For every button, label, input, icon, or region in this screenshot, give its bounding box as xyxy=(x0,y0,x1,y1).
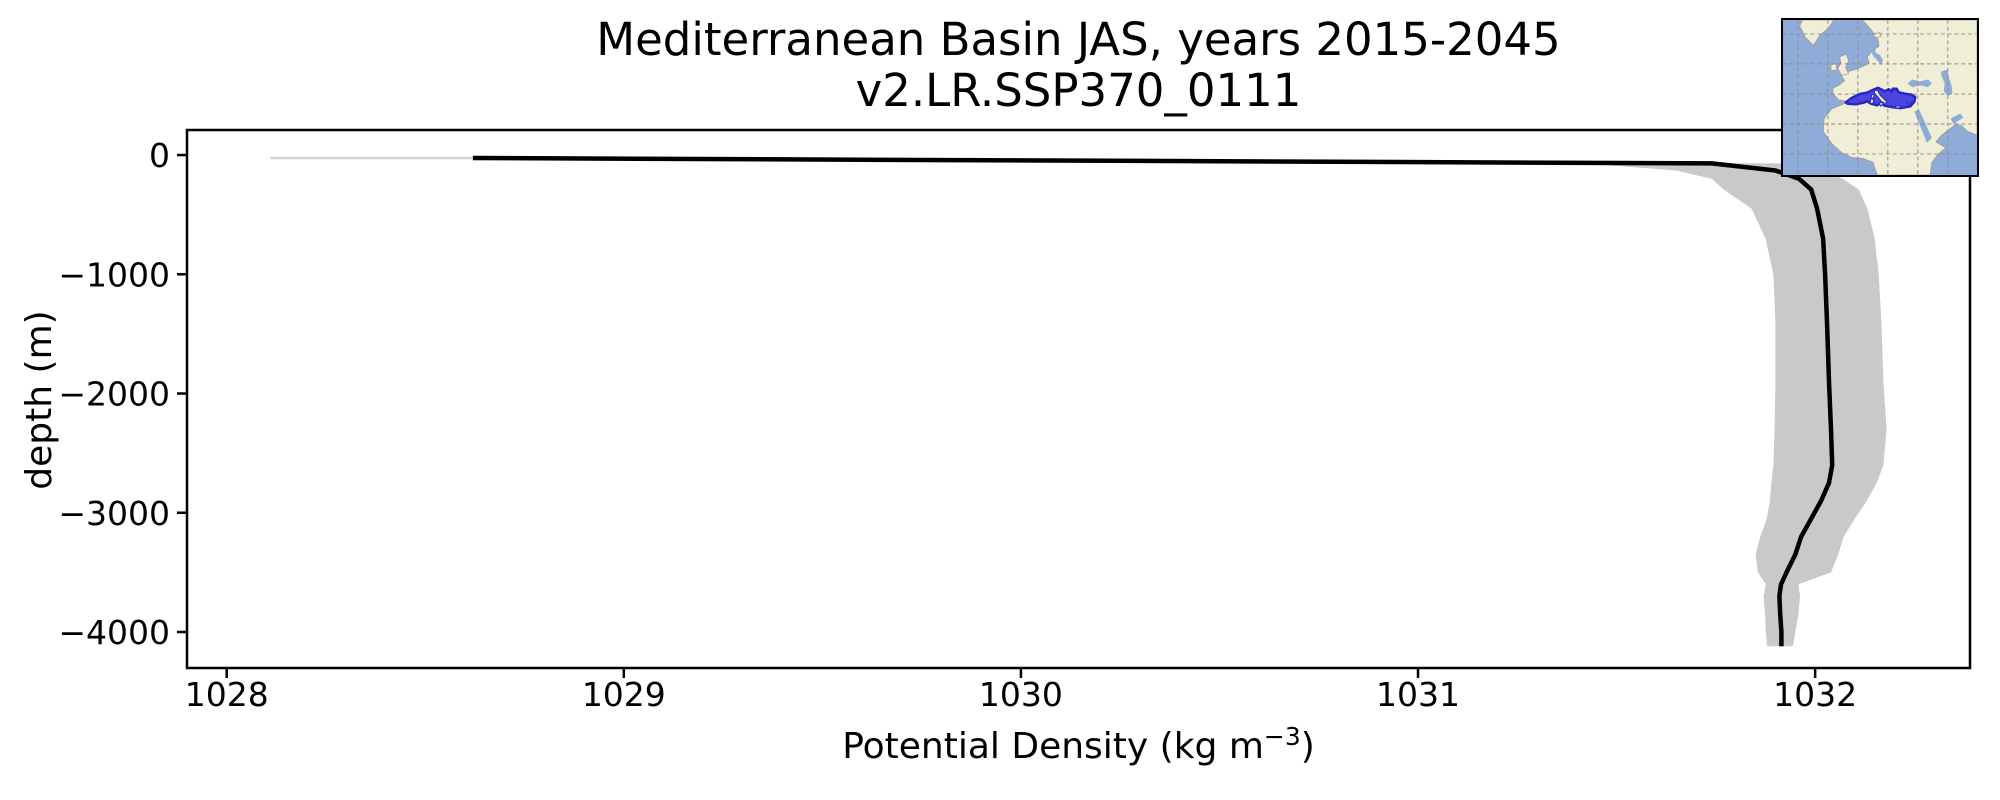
map-land-ireland xyxy=(1830,63,1838,72)
map-land-greenland xyxy=(1799,20,1835,46)
map-seas-group xyxy=(1871,48,1964,143)
map-land-italy xyxy=(1873,89,1888,106)
chart-title-line1: Mediterranean Basin JAS, years 2015-2045 xyxy=(596,13,1561,66)
x-tick-label: 1028 xyxy=(185,675,269,714)
y-tick-label: −3000 xyxy=(58,494,170,533)
y-tick-label: 0 xyxy=(149,136,170,175)
x-tick-label: 1029 xyxy=(582,675,666,714)
y-tick-label: −4000 xyxy=(58,613,170,652)
y-tick-label: −1000 xyxy=(58,255,170,294)
map-sea-red xyxy=(1914,109,1932,143)
chart-title-line2: v2.LR.SSP370_0111 xyxy=(855,64,1302,117)
x-axis-label-pre: Potential Density (kg m xyxy=(842,726,1264,767)
x-axis-label-sup: −3 xyxy=(1263,722,1301,751)
map-island-crete xyxy=(1895,105,1901,109)
y-tick-label: −2000 xyxy=(58,375,170,414)
x-axis-ticks: 1028 1029 1030 1031 1032 xyxy=(185,668,1857,714)
x-tick-label: 1030 xyxy=(979,675,1063,714)
density-band-layer xyxy=(270,156,1887,647)
mean-profile-layer xyxy=(472,155,1835,647)
y-axis-label: depth (m) xyxy=(19,310,60,490)
x-axis-label-post: ) xyxy=(1300,726,1315,767)
map-island-sardinia xyxy=(1869,98,1875,104)
map-inset xyxy=(1781,18,1979,177)
map-sea-caspian xyxy=(1940,69,1953,97)
map-island-cyprus xyxy=(1906,101,1913,106)
x-tick-label: 1031 xyxy=(1376,675,1460,714)
locator-map xyxy=(1783,20,1977,175)
mean-profile-line xyxy=(472,155,1835,647)
map-land-britain xyxy=(1837,53,1850,76)
map-island-corsica xyxy=(1870,94,1875,99)
x-tick-label: 1032 xyxy=(1773,675,1857,714)
chart-title: Mediterranean Basin JAS, years 2015-2045… xyxy=(187,14,1970,116)
map-sea-persian-gulf xyxy=(1950,113,1964,125)
density-spread-band xyxy=(270,158,1887,647)
map-highlight-group xyxy=(1844,86,1917,110)
x-axis-label: Potential Density (kg m−3) xyxy=(187,722,1970,767)
map-sea-black xyxy=(1907,79,1932,88)
plot-frame xyxy=(185,128,1972,670)
map-sea-baltic xyxy=(1871,48,1883,65)
map-island-sicily xyxy=(1878,101,1885,108)
y-axis-ticks: 0 −1000 −2000 −3000 −4000 xyxy=(58,136,187,652)
